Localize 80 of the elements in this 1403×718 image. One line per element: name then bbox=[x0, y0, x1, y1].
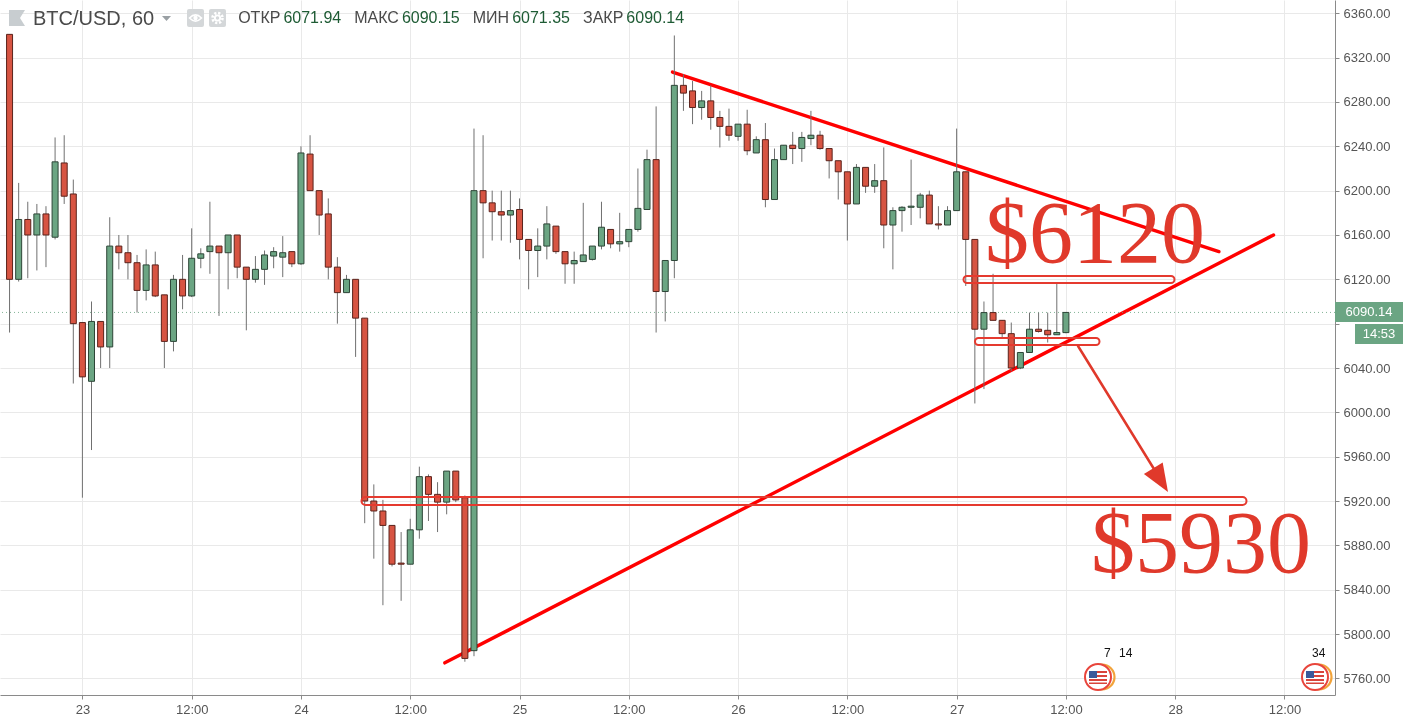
y-tick-label: 5920.00 bbox=[1343, 493, 1391, 509]
candlestick bbox=[543, 205, 551, 260]
candlestick bbox=[224, 234, 232, 290]
candlestick bbox=[488, 190, 496, 242]
text: ОТКР 6071.94 МАКС 6090.15 МИН 6071.35 ЗАКР 6090.14 bbox=[238, 9, 685, 26]
y-tick-label: 5840.00 bbox=[1343, 582, 1391, 598]
candlestick bbox=[616, 212, 624, 253]
candlestick bbox=[916, 192, 924, 219]
y-tick-label: 5760.00 bbox=[1343, 670, 1391, 686]
candlestick bbox=[707, 84, 715, 131]
x-tick-label: 12:00 bbox=[831, 701, 865, 717]
candlestick bbox=[179, 254, 187, 310]
candlestick bbox=[689, 80, 697, 125]
y-tick-label: 6280.00 bbox=[1343, 94, 1391, 110]
candlestick bbox=[197, 247, 205, 269]
x-tick-label: 25 bbox=[512, 701, 528, 717]
candlestick bbox=[279, 235, 287, 278]
candlestick bbox=[789, 131, 797, 165]
x-tick-label: 24 bbox=[294, 701, 309, 717]
candlestick bbox=[679, 73, 687, 112]
candlestick bbox=[261, 250, 269, 286]
candlestick bbox=[270, 246, 278, 269]
candlestick bbox=[934, 205, 942, 230]
candlestick bbox=[115, 234, 123, 270]
y-tick-label: 5880.00 bbox=[1343, 537, 1391, 553]
candlestick bbox=[534, 227, 542, 278]
y-tick-label: 6200.00 bbox=[1343, 183, 1391, 199]
y-tick-label: 5800.00 bbox=[1343, 626, 1391, 642]
candlestick bbox=[370, 483, 378, 560]
y-tick-label: 6160.00 bbox=[1343, 227, 1391, 243]
y-tick-label: 6360.00 bbox=[1343, 5, 1391, 21]
candlestick bbox=[862, 166, 870, 194]
x-tick-label: 12:00 bbox=[1268, 701, 1302, 717]
candlestick bbox=[251, 255, 259, 284]
x-tick-label: 12:00 bbox=[613, 701, 646, 717]
x-tick-label: 26 bbox=[731, 701, 746, 717]
candlestick bbox=[24, 201, 32, 279]
annotation: 14 bbox=[1119, 646, 1133, 660]
annotation: $5930 bbox=[1091, 494, 1311, 591]
candlestick bbox=[570, 251, 578, 285]
y-tick-label: 6240.00 bbox=[1343, 138, 1391, 154]
chart-title: BTC/USD, 60 bbox=[33, 6, 155, 30]
candlestick bbox=[479, 134, 487, 259]
candlestick bbox=[807, 110, 815, 146]
candlestick bbox=[242, 266, 250, 331]
candlestick bbox=[506, 190, 514, 244]
candlestick bbox=[33, 203, 41, 271]
x-tick-label: 12:00 bbox=[1050, 701, 1083, 717]
annotation: 7 bbox=[1104, 646, 1111, 660]
candlestick bbox=[42, 205, 50, 268]
candlestick bbox=[607, 228, 615, 249]
candlestick bbox=[698, 90, 706, 121]
x-tick-label: 28 bbox=[1168, 701, 1183, 717]
text: 14:53 bbox=[1355, 324, 1403, 345]
candlestick bbox=[989, 273, 997, 321]
y-tick-label: 5960.00 bbox=[1343, 449, 1391, 465]
x-tick-label: 27 bbox=[949, 701, 965, 717]
x-tick-label: 12:00 bbox=[175, 701, 209, 717]
candlestick bbox=[944, 205, 952, 226]
y-tick-label: 6000.00 bbox=[1343, 404, 1391, 420]
candlestick bbox=[871, 163, 879, 194]
y-tick-label: 6320.00 bbox=[1343, 50, 1391, 66]
candlestick bbox=[1035, 312, 1043, 334]
candlestick bbox=[497, 190, 505, 242]
candlestick bbox=[579, 202, 587, 263]
candlestick bbox=[798, 131, 806, 163]
annotation: 34 bbox=[1312, 646, 1326, 660]
x-tick-label: 23 bbox=[75, 701, 91, 717]
candlestick bbox=[834, 160, 842, 201]
candlestick bbox=[206, 201, 214, 275]
candlestick bbox=[597, 201, 605, 250]
y-tick-label: 6040.00 bbox=[1343, 360, 1391, 376]
x-tick-label: 12:00 bbox=[394, 701, 428, 717]
candlestick bbox=[525, 238, 533, 290]
annotation: $6120 bbox=[985, 184, 1205, 281]
candlestick bbox=[424, 473, 432, 522]
y-tick-label: 6120.00 bbox=[1343, 271, 1391, 287]
ref-line-label: 6090.14 bbox=[1335, 302, 1403, 323]
candlestick bbox=[215, 245, 223, 317]
candlestick bbox=[1044, 312, 1052, 344]
